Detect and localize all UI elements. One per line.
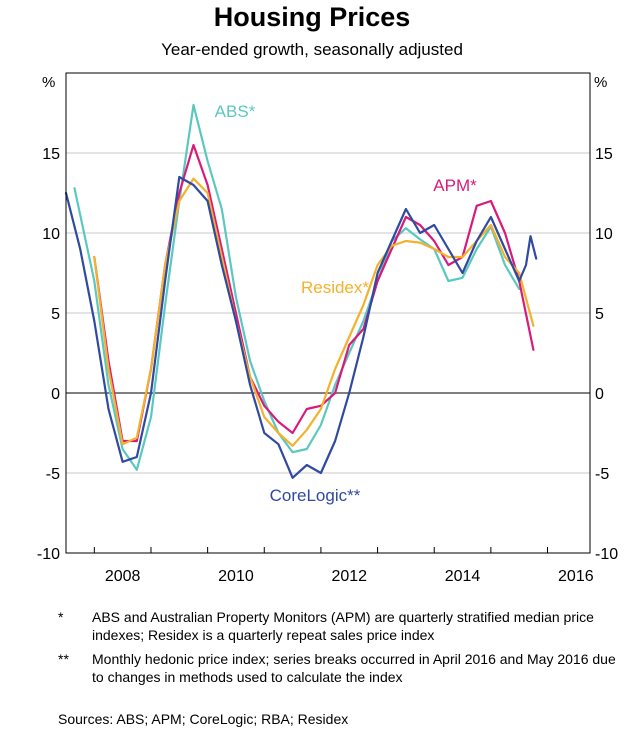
series-label-apm: APM* (433, 176, 477, 195)
y-tick-label-right: 15 (595, 146, 613, 163)
x-tick-label: 2012 (331, 568, 367, 585)
y-tick-label-right: 10 (595, 226, 613, 243)
sources-line: Sources: ABS; APM; CoreLogic; RBA; Resid… (58, 711, 349, 727)
y-tick-label-left: -5 (46, 466, 60, 483)
x-tick-label: 2010 (218, 568, 254, 585)
x-tick-label: 2016 (558, 568, 594, 585)
housing-prices-chart: Housing Prices Year-ended growth, season… (37, 2, 618, 585)
y-tick-label-left: 0 (51, 386, 60, 403)
y-tick-label-left: 15 (42, 146, 60, 163)
chart-subtitle: Year-ended growth, seasonally adjusted (161, 40, 463, 59)
y-tick-label-right: -5 (595, 466, 609, 483)
footnote-text: ABS and Australian Property Monitors (AP… (92, 609, 594, 643)
y-tick-label-left: 10 (42, 226, 60, 243)
x-tick-label: 2014 (445, 568, 481, 585)
series-label-abs: ABS* (215, 102, 256, 121)
series-label-corelogic: CoreLogic** (270, 486, 361, 505)
y-axis-right-unit: % (594, 74, 607, 91)
footnote-2: ** Monthly hedonic price index; series b… (58, 650, 618, 686)
footnote-text: Monthly hedonic price index; series brea… (92, 651, 616, 685)
footnote-mark: * (58, 609, 64, 625)
chart-title: Housing Prices (214, 2, 411, 32)
y-tick-label-right: 0 (595, 386, 604, 403)
series-line-residex (93, 177, 535, 447)
y-tick-label-left: -10 (37, 546, 60, 563)
chart-ticks: -10 -10 -5 -5 0 0 5 5 10 10 15 15 2008 2010 2012 2014 20… (37, 146, 618, 585)
plot-frame (65, 72, 591, 554)
series-line-abs (73, 103, 521, 471)
footnotes: * ABS and Australian Property Monitors (… (58, 608, 618, 692)
x-tick-label: 2008 (105, 568, 141, 585)
series-label-residex: Residex* (301, 278, 369, 297)
series-line-corelogic (64, 175, 538, 479)
y-tick-label-left: 5 (51, 306, 60, 323)
y-tick-label-right: 5 (595, 306, 604, 323)
series-labels: ABS* APM* Residex* CoreLogic** (215, 102, 477, 505)
y-tick-label-right: -10 (595, 546, 618, 563)
chart-series (64, 103, 538, 479)
footnote-1: * ABS and Australian Property Monitors (… (58, 608, 618, 644)
y-axis-left-unit: % (42, 74, 55, 91)
footnote-mark: ** (58, 651, 69, 667)
